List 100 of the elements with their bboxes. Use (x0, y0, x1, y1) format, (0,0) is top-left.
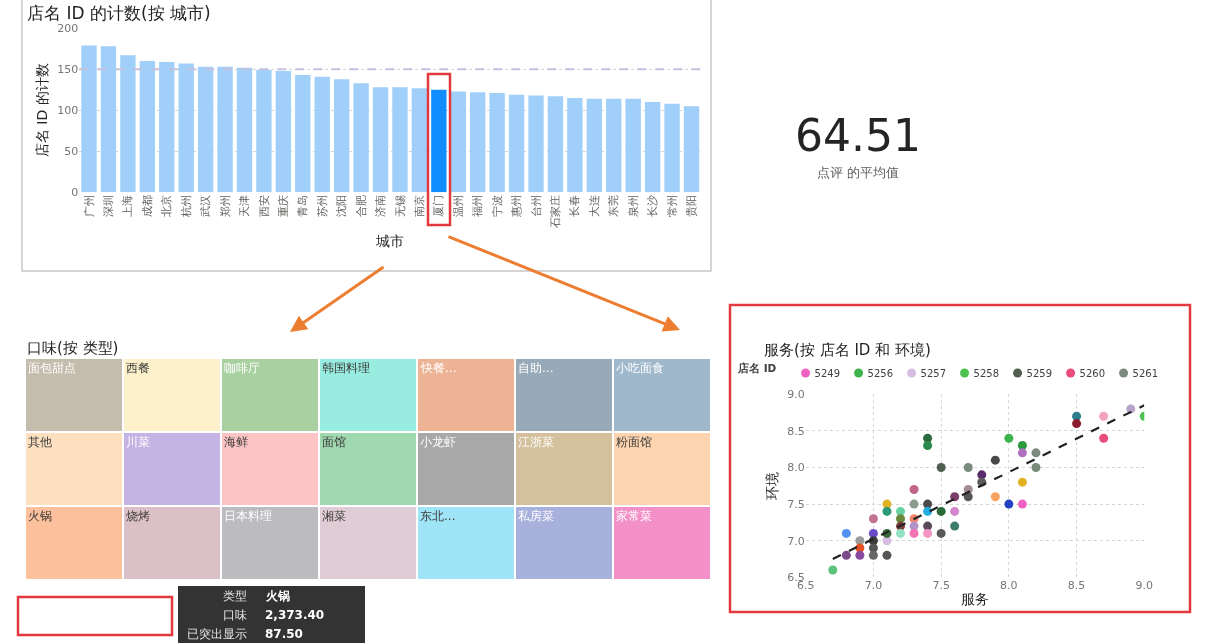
bar (217, 66, 233, 193)
x-tick-label: 台州 (529, 195, 543, 218)
x-axis-title: 服务 (961, 590, 989, 607)
bar (470, 92, 486, 193)
bar (197, 66, 214, 193)
category-label: 西餐 (126, 361, 150, 375)
x-tick-label: 8.0 (1000, 579, 1018, 593)
point (923, 528, 933, 538)
point (950, 506, 960, 516)
bar (295, 75, 311, 193)
x-tick-label: 泉州 (626, 195, 640, 218)
point (923, 506, 933, 516)
bar (683, 106, 700, 193)
bar (353, 83, 369, 193)
point (1031, 448, 1041, 458)
point (828, 565, 838, 575)
text: 口味 (223, 608, 247, 622)
x-tick-label: 东莞 (607, 195, 621, 218)
x-tick-label: 长春 (568, 195, 582, 218)
legend-label: 5258 (973, 367, 1000, 379)
x-tick-label: 温州 (451, 195, 465, 218)
legend-label: 5257 (920, 367, 947, 379)
point (1072, 419, 1082, 429)
y-tick-label: 0 (71, 186, 79, 200)
x-tick-label: 上海 (121, 195, 135, 218)
legend-label: 5261 (1132, 367, 1159, 379)
x-tick-label: 北京 (160, 195, 174, 218)
bar (450, 91, 466, 193)
x-tick-label: 西安 (257, 195, 271, 218)
x-tick-label: 8.5 (1067, 579, 1086, 593)
category-label: 湘菜 (322, 509, 346, 523)
point (855, 550, 865, 560)
category-label: 小龙虾 (420, 435, 456, 449)
text: 火锅 (265, 589, 290, 603)
text: 已突出显示 (187, 627, 247, 641)
point (936, 506, 946, 516)
x-tick-label: 青岛 (296, 195, 310, 218)
category-label: 海鲜 (224, 435, 248, 449)
bar (275, 70, 292, 193)
point (896, 514, 906, 524)
point (1099, 411, 1109, 421)
x-tick-label: 苏州 (315, 195, 329, 218)
x-tick-label: 天津 (238, 195, 252, 218)
y-tick-label: 7.5 (787, 497, 805, 511)
x-tick-label: 石家庄 (549, 195, 563, 229)
x-axis-title: 城市 (375, 232, 405, 249)
point (1017, 448, 1027, 458)
legend-title: 店名 ID (737, 362, 777, 375)
bar (489, 93, 505, 193)
point (950, 521, 960, 531)
chart-title: 服务(按 店名 ID 和 环境) (764, 341, 931, 359)
point (868, 514, 878, 524)
chart-title: 店名 ID 的计数(按 城市) (27, 3, 211, 23)
point (896, 528, 906, 538)
category-label: 自助... (518, 361, 554, 375)
y-axis-title: 环境 (763, 471, 780, 500)
x-tick-label: 杭州 (179, 195, 193, 219)
x-tick-label: 成都 (140, 195, 154, 218)
x-tick-label: 7.5 (932, 579, 950, 593)
y-tick-label: 100 (57, 104, 79, 118)
point (1072, 411, 1082, 421)
point (868, 550, 878, 560)
category-label: 韩国料理 (322, 361, 370, 375)
x-tick-label: 合肥 (354, 195, 368, 218)
point (1099, 433, 1109, 443)
point (936, 463, 946, 472)
x-tick-label: 重庆 (276, 195, 290, 218)
y-tick-label: 8.5 (787, 424, 805, 438)
x-tick-label: 贵阳 (685, 195, 699, 218)
point (990, 492, 1000, 502)
x-tick-label: 宁波 (490, 195, 504, 218)
point (1017, 441, 1027, 451)
point (896, 506, 906, 516)
text: 87.50 (265, 627, 303, 641)
point (882, 506, 892, 516)
category-label: 咖啡厅 (224, 361, 260, 375)
bar (372, 87, 389, 193)
x-tick-label: 济南 (374, 195, 388, 218)
bar (236, 67, 253, 193)
bar (256, 70, 272, 193)
point (1004, 433, 1014, 443)
x-tick-label: 无锡 (393, 195, 407, 218)
x-tick-label: 常州 (665, 195, 679, 218)
category-label: 私房菜 (518, 509, 554, 523)
text: 64.51 (795, 110, 921, 161)
bar (411, 88, 428, 193)
bar (567, 98, 583, 193)
category-label: 小吃面食 (616, 361, 664, 375)
text: 口味(按 类型) (27, 339, 119, 357)
x-tick-label: 广州 (82, 195, 96, 218)
bar (159, 61, 175, 193)
x-tick-label: 大连 (587, 195, 601, 218)
category-label: 粉面馆 (616, 435, 652, 449)
category-label: 日本料理 (224, 509, 272, 523)
x-tick-label: 南京 (412, 195, 426, 218)
x-tick-label: 武汉 (199, 195, 213, 218)
text: 类型 (223, 589, 247, 603)
point (936, 528, 946, 538)
point (841, 550, 851, 560)
category-label: 家常菜 (616, 509, 652, 523)
